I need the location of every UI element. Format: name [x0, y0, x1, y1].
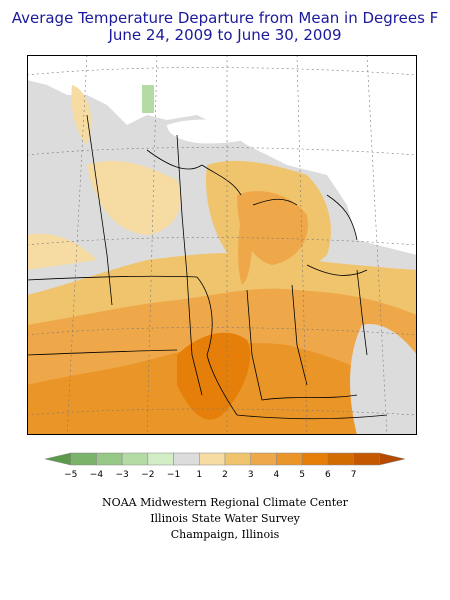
credit-line-3: Champaign, Illinois — [170, 528, 280, 541]
legend-swatches — [44, 452, 406, 466]
warm-region-topleft — [71, 85, 92, 145]
legend-swatch — [70, 452, 97, 466]
warm-region-michigan-2 — [237, 191, 308, 265]
legend-tick-label: −2 — [141, 470, 154, 480]
color-legend: −5 −4 −3 −2 −1 1 2 3 4 5 6 7 — [44, 452, 406, 480]
warm-region-core — [177, 332, 251, 420]
map-title: Average Temperature Departure from Mean … — [11, 9, 439, 27]
legend-tick-label: 7 — [351, 470, 357, 480]
legend-tick-label: 2 — [222, 470, 228, 480]
legend-swatch — [379, 452, 406, 466]
legend-tick-label: −1 — [167, 470, 180, 480]
map-frame — [27, 55, 417, 435]
legend-swatch — [147, 452, 174, 466]
legend-swatch — [44, 452, 71, 466]
legend-swatch — [173, 452, 200, 466]
state-boundaries — [27, 114, 388, 420]
credit-line-1: NOAA Midwestern Regional Climate Center — [102, 496, 348, 509]
legend-swatch — [353, 452, 380, 466]
legend-swatch — [276, 452, 303, 466]
legend-tick-label: −3 — [116, 470, 129, 480]
warm-region-west — [27, 233, 97, 270]
legend-tick-label: 4 — [274, 470, 280, 480]
lake-michigan — [238, 211, 254, 285]
lake-superior — [167, 119, 267, 144]
legend-swatch — [121, 452, 149, 466]
green-patch — [142, 85, 154, 113]
warm-region-north — [87, 160, 181, 235]
legend-swatch — [199, 452, 226, 466]
legend-labels: −5 −4 −3 −2 −1 1 2 3 4 5 6 7 — [64, 470, 356, 480]
legend-swatch — [224, 452, 251, 466]
graticule — [27, 55, 417, 435]
legend-tick-label: −4 — [90, 470, 104, 480]
map-date-range: June 24, 2009 to June 30, 2009 — [108, 26, 342, 44]
legend-tick-label: 3 — [248, 470, 254, 480]
legend-tick-label: 5 — [299, 470, 305, 480]
legend-swatch — [301, 452, 329, 466]
legend-tick-label: 6 — [325, 470, 331, 480]
outside-region — [27, 55, 417, 255]
credit-line-2: Illinois State Water Survey — [150, 512, 300, 525]
legend-swatch — [327, 452, 354, 466]
legend-swatch — [250, 452, 277, 466]
legend-tick-label: 1 — [196, 470, 202, 480]
legend-swatch — [96, 452, 123, 466]
temperature-map — [27, 55, 417, 435]
legend-tick-label: −5 — [64, 470, 77, 480]
